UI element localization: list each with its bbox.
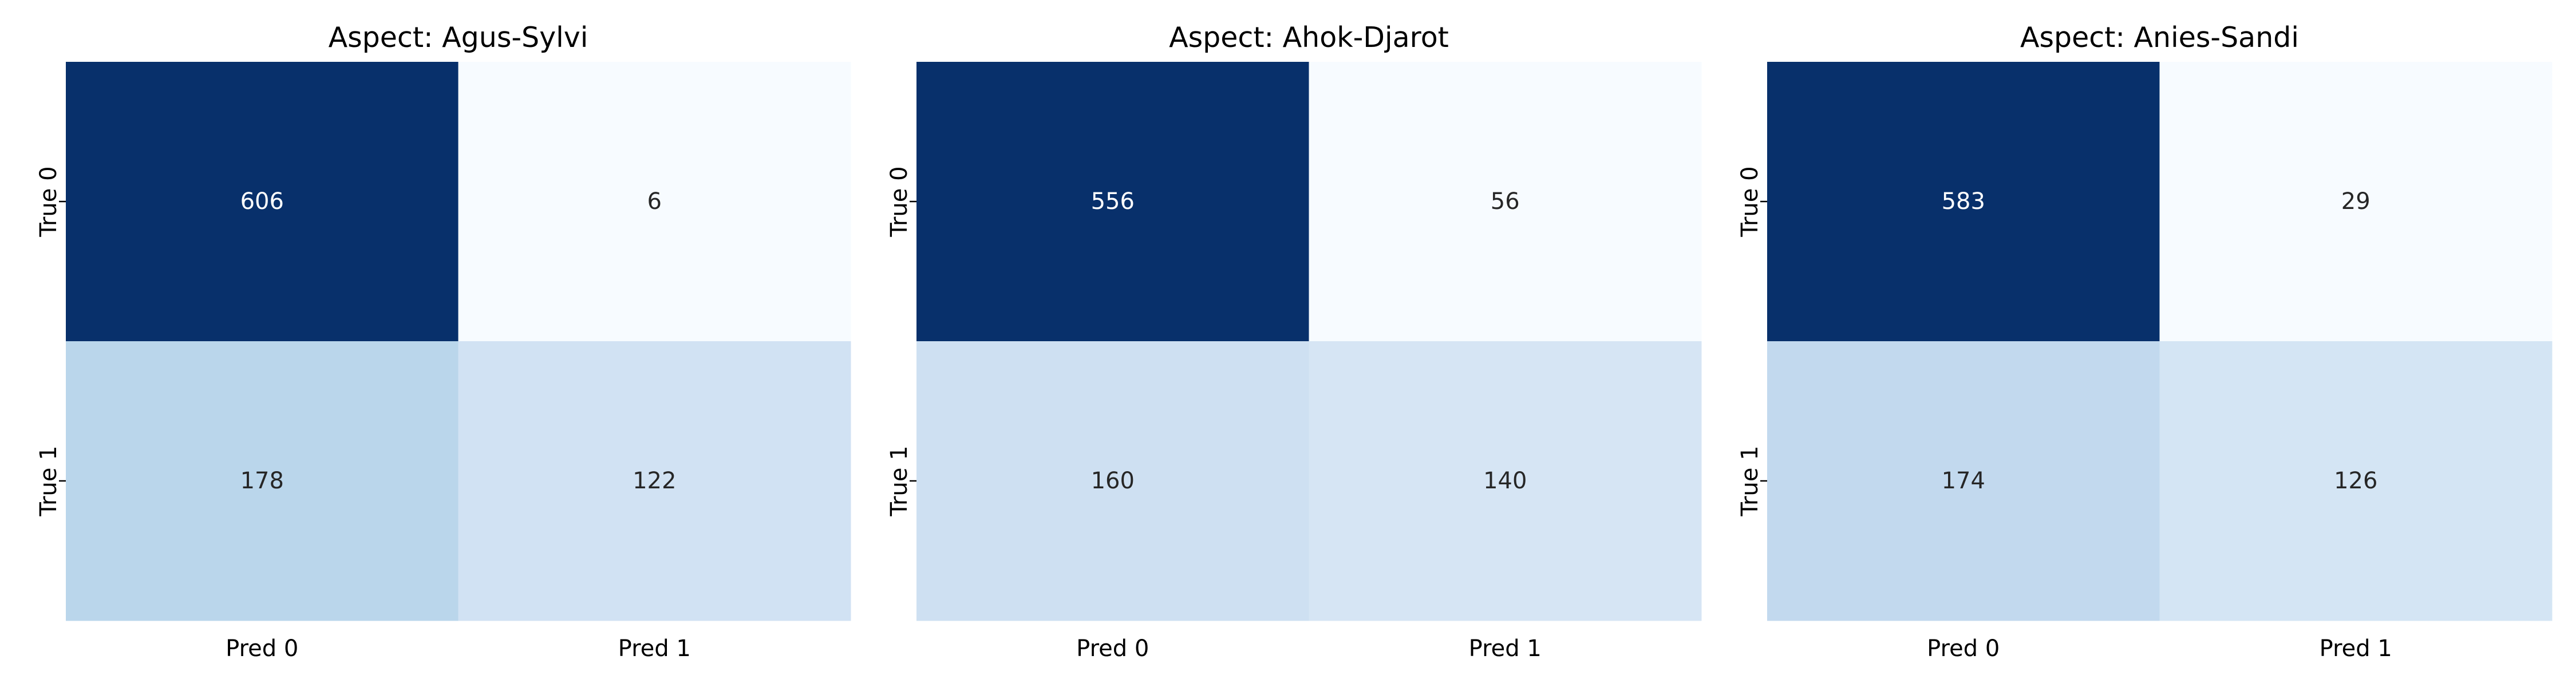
x-tick-label: Pred 1 [1469,635,1542,662]
x-tick-label: Pred 1 [618,635,691,662]
heatmap-cell [2159,341,2553,621]
y-tick-label: True 1 [35,445,62,516]
y-tick-label: True 0 [35,166,62,237]
cell-value-label: 122 [633,468,676,494]
cell-value-label: 583 [1942,188,1985,215]
heatmap-cell [1309,341,1702,621]
cell-value-label: 56 [1491,188,1520,215]
heatmap-cell [458,62,851,342]
cell-value-label: 160 [1091,468,1135,494]
x-tick-label: Pred 0 [1927,635,2000,662]
heatmap-panels: 606 6 178 122 Aspect: Agus-Sylvi Pred 0 Pred 1… [35,21,2553,662]
heatmap-cell [916,341,1309,621]
cell-value-label: 29 [2341,188,2370,215]
heatmap-cell [458,341,851,621]
heatmap-panel-3: 583 29 174 126 Aspect: Anies-Sandi Pred 0 Pred… [1737,21,2553,662]
x-tick-label: Pred 0 [1076,635,1149,662]
heatmap-cell [1767,62,2160,342]
heatmap-cell [2159,62,2553,342]
heatmap-cell [916,62,1309,342]
y-tick-label: True 1 [886,445,912,516]
cell-value-label: 556 [1091,188,1135,215]
x-tick-label: Pred 1 [2320,635,2392,662]
heatmap-panel-2: 556 56 160 140 Aspect: Ahok-Djarot Pred 0 Pred… [886,21,1702,662]
heatmap-cell [66,62,459,342]
cell-value-label: 178 [240,468,284,494]
cell-value-label: 6 [647,188,662,215]
heatmap-cell [1767,341,2160,621]
cell-value-label: 606 [240,188,284,215]
panel-title: Aspect: Agus-Sylvi [329,21,588,54]
x-tick-label: Pred 0 [226,635,298,662]
panel-title: Aspect: Anies-Sandi [2020,21,2299,54]
cell-value-label: 140 [1483,468,1527,494]
cell-value-label: 174 [1942,468,1985,494]
heatmap-cell [1309,62,1702,342]
panel-title: Aspect: Ahok-Djarot [1169,21,1449,54]
y-tick-label: True 1 [1737,445,1763,516]
y-tick-label: True 0 [886,166,912,237]
y-tick-label: True 0 [1737,166,1763,237]
heatmap-cell [66,341,459,621]
cell-value-label: 126 [2334,468,2377,494]
heatmap-panel-1: 606 6 178 122 Aspect: Agus-Sylvi Pred 0 Pred 1… [35,21,851,662]
